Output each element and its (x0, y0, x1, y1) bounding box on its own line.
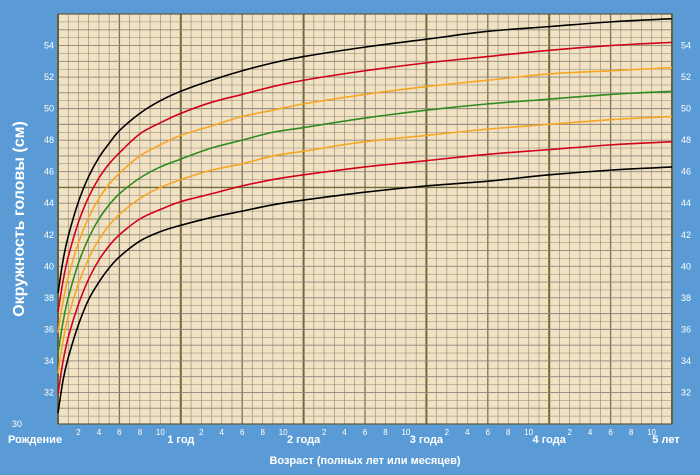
y-tick-label-left: 34 (44, 356, 54, 366)
series-line-5 (57, 41, 673, 313)
y-tick-label-left: 52 (44, 72, 54, 82)
x-tick-label-birth: Рождение (8, 434, 62, 446)
series-group (57, 17, 673, 414)
x-tick-label-month: 2 (322, 428, 327, 437)
x-tick-label-month: 4 (465, 428, 470, 437)
y-tick-label-left: 40 (44, 261, 54, 271)
y-tick-label-right: 54 (681, 41, 691, 51)
series-line-3 (57, 90, 673, 354)
x-tick-label-month: 8 (138, 428, 143, 437)
x-tick-label-month: 2 (199, 428, 204, 437)
y-tick-label-right: 44 (681, 198, 691, 208)
y-tick-label-left: 50 (44, 104, 54, 114)
y-tick-label-left: 38 (44, 293, 54, 303)
x-tick-label-month: 2 (567, 428, 572, 437)
x-tick-label-month: 8 (383, 428, 388, 437)
y-tick-label-right: 52 (681, 72, 691, 82)
x-tick-label-month: 4 (97, 428, 102, 437)
y-tick-label-left: 48 (44, 135, 54, 145)
y-tick-label-right: 38 (681, 293, 691, 303)
x-tick-label-year: 1 год (167, 434, 194, 446)
y-tick-label-right: 36 (681, 324, 691, 334)
x-tick-label-month: 10 (401, 428, 410, 437)
x-tick-label-month: 6 (117, 428, 122, 437)
y-ticks-left: 32 34 36 38 40 42 44 46 48 50 52 54 (44, 41, 54, 398)
y-tick-label-right: 50 (681, 104, 691, 114)
x-tick-label-month: 8 (629, 428, 634, 437)
plot-border (57, 13, 673, 425)
y-axis-label: Окружность головы (см) (11, 121, 28, 317)
y-tick-label-right: 46 (681, 167, 691, 177)
y-tick-label-left: 46 (44, 167, 54, 177)
x-tick-label-month: 4 (342, 428, 347, 437)
x-tick-label-month: 8 (506, 428, 511, 437)
x-tick-label-year: 2 года (287, 434, 321, 446)
x-tick-label-month: 6 (608, 428, 613, 437)
x-tick-label-month: 10 (156, 428, 165, 437)
grid (57, 13, 673, 425)
y-tick-label-right: 40 (681, 261, 691, 271)
x-tick-label-month: 2 (445, 428, 450, 437)
y-tick-label-30: 30 (12, 419, 22, 429)
y-tick-label-left: 36 (44, 324, 54, 334)
y-tick-label-right: 42 (681, 230, 691, 240)
series-line-0 (57, 166, 673, 414)
x-tick-label-year: 3 года (410, 434, 444, 446)
x-tick-label-month: 6 (240, 428, 245, 437)
series-line-6 (57, 17, 673, 294)
x-tick-label-month: 6 (363, 428, 368, 437)
x-tick-label-month: 10 (279, 428, 288, 437)
x-ticks: 2 4 6 8 10 2 4 6 8 10 2 4 6 8 10 2 4 6 8 10 2 4 6 8 101 год 2 год… (76, 428, 680, 446)
x-tick-label-month: 10 (524, 428, 533, 437)
y-tick-label-left: 54 (44, 41, 54, 51)
x-tick-label-month: 10 (647, 428, 656, 437)
series-line-1 (57, 140, 673, 395)
x-tick-label-month: 4 (588, 428, 593, 437)
x-tick-label-month: 6 (486, 428, 491, 437)
x-axis-label: Возраст (полных лет или месяцев) (269, 455, 460, 467)
x-tick-label-month: 8 (260, 428, 265, 437)
x-tick-label-month: 4 (220, 428, 225, 437)
x-tick-label-month: 2 (76, 428, 81, 437)
y-tick-label-left: 44 (44, 198, 54, 208)
y-tick-label-left: 42 (44, 230, 54, 240)
y-tick-label-right: 32 (681, 387, 691, 397)
x-tick-label-year: 5 лет (652, 434, 680, 446)
y-tick-label-right: 48 (681, 135, 691, 145)
y-tick-label-right: 34 (681, 356, 691, 366)
x-tick-label-year: 4 года (533, 434, 567, 446)
series-line-2 (57, 115, 673, 374)
series-line-4 (57, 66, 673, 333)
y-tick-label-left: 32 (44, 387, 54, 397)
y-ticks-right: 32 34 36 38 40 42 44 46 48 50 52 54 (681, 41, 691, 398)
